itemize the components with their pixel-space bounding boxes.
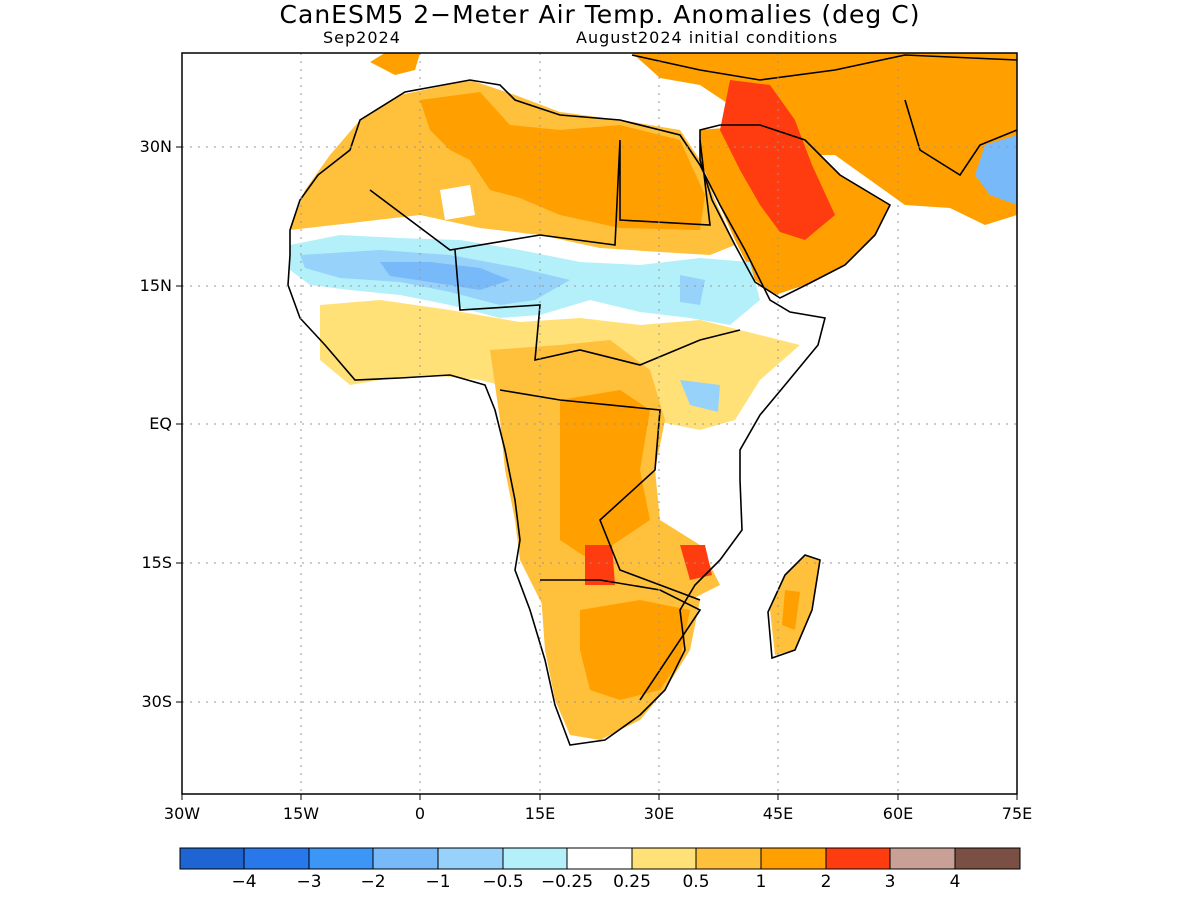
coastline-outline	[287, 54, 1017, 746]
map-frame	[176, 52, 1018, 800]
map-title: CanESM5 2−Meter Air Temp. Anomalies (deg…	[279, 0, 921, 29]
lon-label-30e: 30E	[643, 804, 675, 823]
colorbar-box-1	[243, 847, 310, 870]
lat-label-30s: 30S	[141, 692, 172, 711]
colorbar-label-6: 0.25	[613, 872, 651, 892]
colorbar-label-1: −3	[296, 872, 322, 892]
colorbar-label-11: 4	[949, 872, 961, 892]
colorbar-box-10	[825, 847, 891, 870]
colorbar-label-8: 1	[755, 872, 767, 892]
colorbar-box-8	[695, 847, 762, 870]
lon-label-60e: 60E	[882, 804, 914, 823]
colorbar-box-11	[889, 847, 956, 870]
colorbar-label-4: −0.5	[482, 872, 524, 892]
colorbar-label-7: 0.5	[682, 872, 710, 892]
initial-conditions: August2024 initial conditions	[576, 28, 839, 47]
colorbar-label-3: −1	[425, 872, 451, 892]
colorbar-label-2: −2	[360, 872, 386, 892]
lon-label-15w: 15W	[282, 804, 320, 823]
colorbar-box-2	[308, 847, 374, 870]
anomaly-fields	[290, 53, 1017, 740]
colorbar-box-5	[502, 847, 568, 870]
colorbar-label-5: −0.25	[540, 872, 594, 892]
colorbar-box-9	[760, 847, 827, 870]
lat-label-30n: 30N	[139, 137, 172, 156]
lon-label-75e: 75E	[1001, 804, 1033, 823]
colorbar-box-3	[372, 847, 439, 870]
colorbar-label-9: 2	[820, 872, 832, 892]
lon-label-15e: 15E	[524, 804, 556, 823]
colorbar-box-12	[954, 847, 1021, 870]
lon-label-30w: 30W	[163, 804, 201, 823]
lat-label-15s: 15S	[141, 553, 172, 572]
colorbar	[179, 847, 1021, 870]
colorbar-box-6	[566, 847, 633, 870]
lon-label-45e: 45E	[762, 804, 794, 823]
forecast-month: Sep2024	[323, 28, 401, 47]
colorbar-label-0: −4	[231, 872, 257, 892]
colorbar-label-10: 3	[884, 872, 896, 892]
colorbar-box-7	[631, 847, 697, 870]
colorbar-box-4	[437, 847, 504, 870]
lat-label-15n: 15N	[139, 276, 172, 295]
colorbar-box-0	[179, 847, 245, 870]
lat-label-eq: EQ	[149, 414, 172, 433]
lon-label-0: 0	[414, 804, 426, 823]
